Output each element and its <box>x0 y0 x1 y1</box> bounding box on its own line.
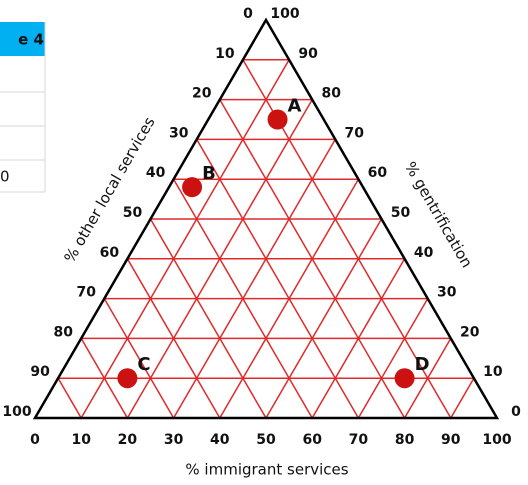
right-tick-label: 90 <box>298 46 318 62</box>
bottom-tick-label: 70 <box>349 432 369 448</box>
right-tick-label: 60 <box>368 165 388 181</box>
left-tick-label: 60 <box>100 245 120 261</box>
right-axis-title: % gentrification <box>401 159 476 271</box>
right-tick-label: 20 <box>460 324 480 340</box>
left-tick-label: 90 <box>30 364 50 380</box>
data-point <box>394 368 415 389</box>
left-tick-label: 80 <box>53 324 73 340</box>
right-tick-label: 40 <box>414 245 434 261</box>
grid-line <box>196 139 360 419</box>
left-tick-label: 70 <box>77 285 97 301</box>
grid-line <box>80 59 290 419</box>
bottom-tick-label: 90 <box>441 432 461 448</box>
right-tick-label: 30 <box>437 285 457 301</box>
bottom-tick-label: 80 <box>395 432 415 448</box>
grid-line <box>450 377 475 419</box>
point-label: A <box>288 96 302 117</box>
grid-line <box>219 99 406 419</box>
grid-line <box>57 377 82 419</box>
left-tick-label: 50 <box>123 205 143 221</box>
bottom-tick-label: 30 <box>164 432 184 448</box>
grid-line <box>80 338 129 419</box>
table-body <box>0 22 46 193</box>
right-tick-label: 100 <box>270 6 299 22</box>
bottom-tick-label: 10 <box>71 432 91 448</box>
grid-line <box>103 298 175 419</box>
bottom-tick-label: 20 <box>118 432 138 448</box>
left-tick-label: 40 <box>146 165 166 181</box>
triangle-frame <box>32 17 500 420</box>
data-point <box>117 368 138 389</box>
point-label: D <box>415 354 430 375</box>
right-tick-label: 50 <box>391 205 411 221</box>
data-point <box>267 109 288 130</box>
right-tick-label: 80 <box>321 86 341 102</box>
point-label: C <box>137 354 150 375</box>
left-tick-label: 10 <box>215 46 235 62</box>
table-header-cell <box>0 22 45 56</box>
right-tick-label: 70 <box>345 125 365 141</box>
left-tick-label: 30 <box>169 125 189 141</box>
grid-line <box>126 258 221 419</box>
grid-line <box>357 298 429 419</box>
grid-line <box>172 178 313 419</box>
bottom-tick-label: 0 <box>30 432 40 448</box>
table-cell: 0 <box>0 168 10 186</box>
bottom-axis-title: % immigrant services <box>185 461 348 479</box>
right-tick-label: 10 <box>483 364 503 380</box>
bottom-tick-label: 50 <box>256 432 276 448</box>
left-tick-label: 100 <box>2 404 31 420</box>
bottom-tick-label: 100 <box>482 432 511 448</box>
left-tick-label: 20 <box>192 86 212 102</box>
point-label: B <box>202 163 216 184</box>
left-axis-title: % other local services <box>61 114 159 266</box>
right-tick-label: 0 <box>511 404 521 420</box>
grid-line <box>172 139 336 419</box>
grid-line <box>149 218 267 419</box>
left-tick-label: 0 <box>243 6 253 22</box>
bottom-tick-label: 60 <box>302 432 322 448</box>
table-header: e 4 <box>18 31 44 49</box>
grid-line <box>265 218 383 419</box>
bottom-tick-label: 40 <box>210 432 230 448</box>
data-point <box>182 177 203 198</box>
